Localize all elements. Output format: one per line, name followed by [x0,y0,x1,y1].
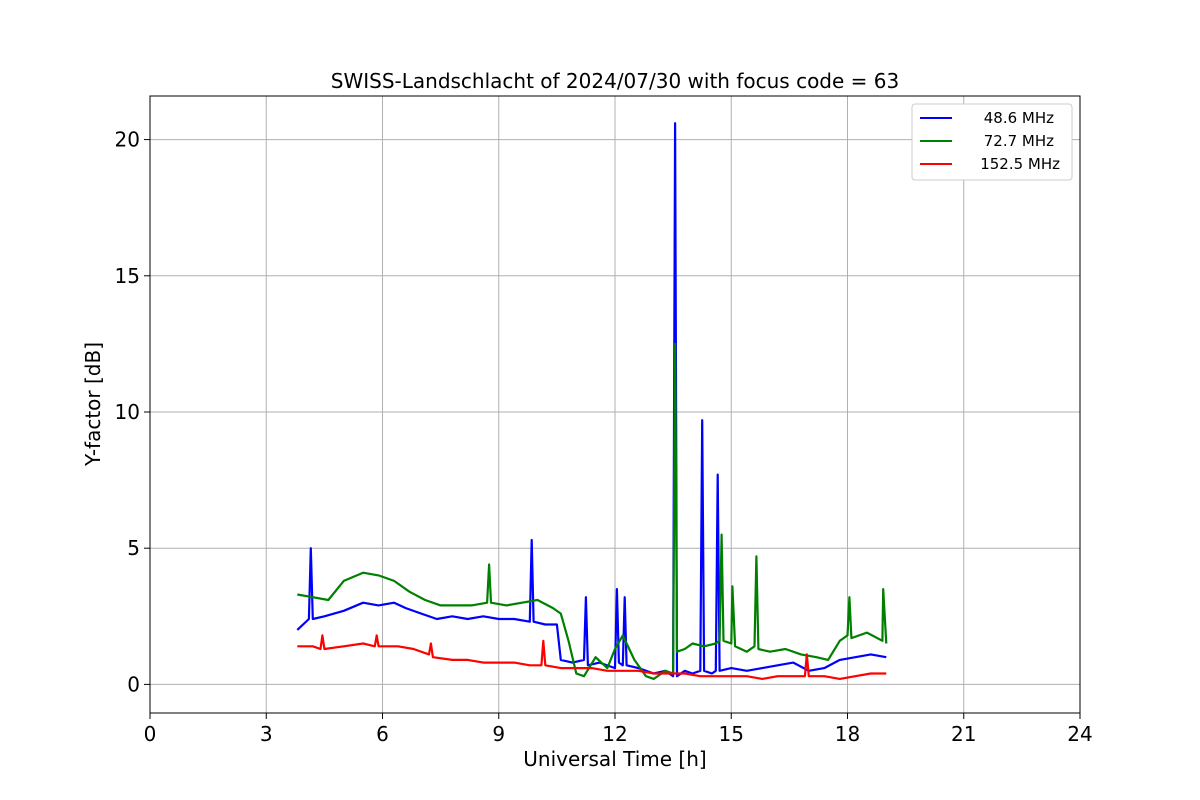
x-tick-label: 18 [835,722,860,746]
x-tick-label: 15 [719,722,744,746]
x-tick-label: 12 [602,722,627,746]
x-tick-label: 21 [951,722,976,746]
y-tick-label: 10 [115,400,140,424]
ticks: 0 3 6 9 12 15 18 21 24 0 5 10 15 20 [115,128,1093,746]
y-tick-label: 5 [127,536,140,560]
x-tick-label: 6 [376,722,389,746]
legend: 48.6 MHz 72.7 MHz 152.5 MHz [911,103,1073,181]
legend-box [911,103,1073,181]
series-layer [296,122,888,681]
x-tick-label: 3 [260,722,273,746]
series-line-152-5-mhz [297,634,887,681]
x-tick-label: 9 [492,722,505,746]
legend-label-152-5: 152.5 MHz [980,155,1060,173]
x-axis-label: Universal Time [h] [523,747,706,771]
y-tick-label: 0 [127,672,140,696]
chart-title: SWISS-Landschlacht of 2024/07/30 with fo… [331,69,899,93]
x-tick-label: 0 [144,722,157,746]
series-line-48-6-mhz [296,122,887,678]
series-line-72-7-mhz [297,342,888,681]
y-axis-label: Y-factor [dB] [81,342,105,467]
x-tick-label: 24 [1067,722,1092,746]
legend-label-72-7: 72.7 MHz [984,132,1054,150]
legend-label-48-6: 48.6 MHz [984,109,1054,127]
y-tick-label: 15 [115,264,140,288]
y-tick-label: 20 [115,128,140,152]
